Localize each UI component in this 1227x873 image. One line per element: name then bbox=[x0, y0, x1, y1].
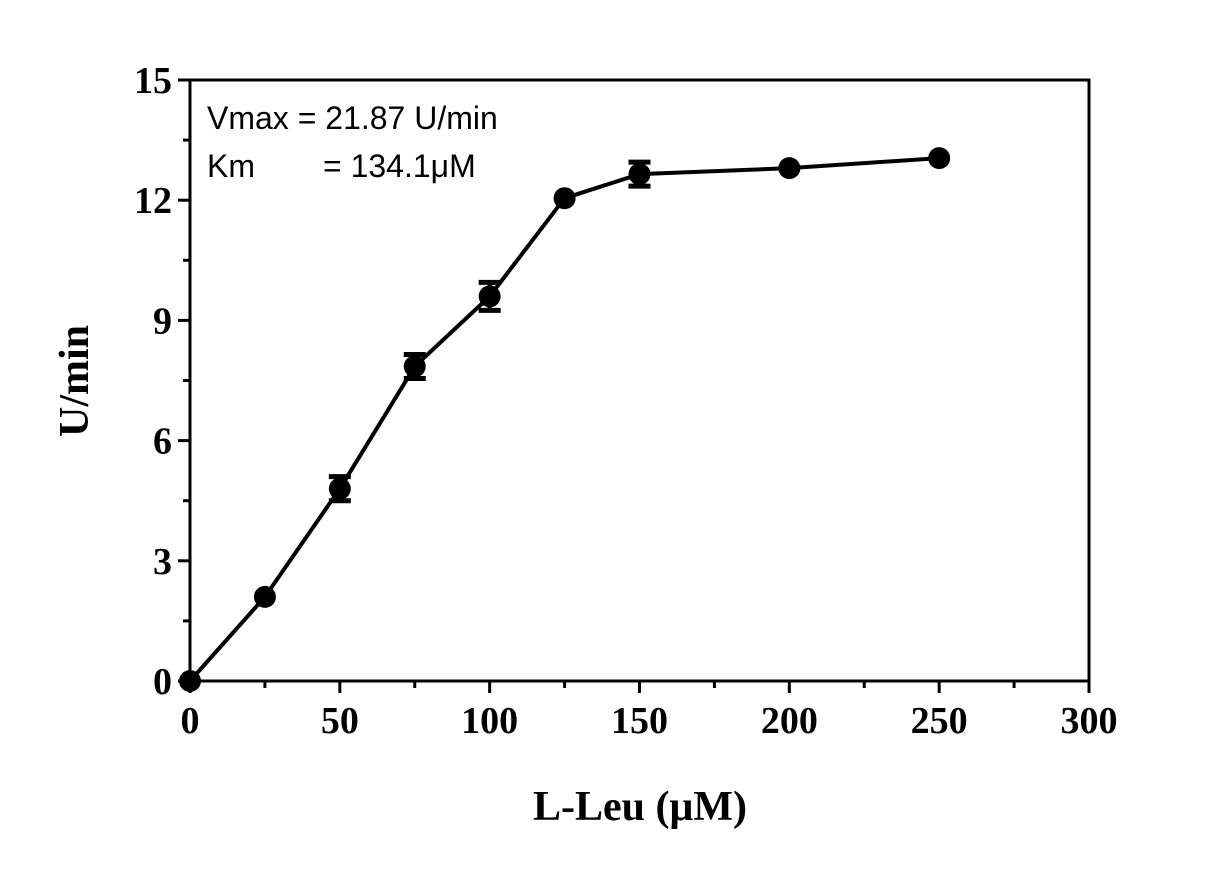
data-point bbox=[928, 147, 951, 170]
x-tick-label: 50 bbox=[321, 700, 359, 742]
data-point bbox=[628, 163, 651, 186]
x-axis-title: L-Leu (μM) bbox=[533, 784, 747, 830]
x-tick-label: 300 bbox=[1061, 700, 1118, 742]
data-point bbox=[328, 477, 351, 500]
x-tick-label: 0 bbox=[181, 700, 200, 742]
x-tick-label: 200 bbox=[761, 700, 818, 742]
y-tick-label: 9 bbox=[153, 300, 172, 342]
y-tick-label: 0 bbox=[153, 661, 172, 703]
data-point bbox=[553, 187, 576, 210]
data-point bbox=[253, 585, 276, 608]
km-annotation-label: Km bbox=[207, 148, 255, 184]
x-tick-label: 100 bbox=[461, 700, 518, 742]
data-point bbox=[403, 355, 426, 378]
data-line bbox=[188, 156, 940, 683]
x-tick-label: 150 bbox=[611, 700, 668, 742]
y-tick-label: 15 bbox=[134, 60, 172, 102]
y-tick-label: 6 bbox=[153, 421, 172, 463]
x-tick-label: 250 bbox=[911, 700, 968, 742]
vmax-annotation: Vmax = 21.87 U/min bbox=[207, 100, 498, 136]
y-tick-label: 12 bbox=[134, 180, 172, 222]
data-point bbox=[179, 670, 201, 692]
km-annotation-value: = 134.1μM bbox=[323, 148, 476, 184]
y-axis-title: U/min bbox=[52, 325, 98, 437]
data-point bbox=[478, 285, 501, 308]
data-point bbox=[778, 157, 801, 180]
y-tick-label: 3 bbox=[153, 541, 172, 583]
